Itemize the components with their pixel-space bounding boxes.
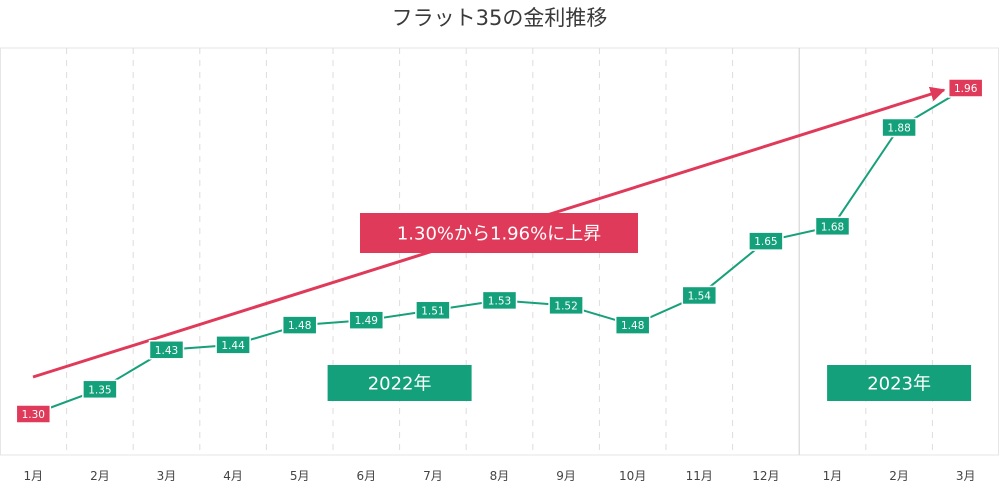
data-label: 1.48 <box>621 320 644 332</box>
x-tick-label: 8月 <box>490 469 510 483</box>
data-marker <box>281 315 318 335</box>
data-label: 1.35 <box>88 384 111 396</box>
data-marker <box>15 404 52 424</box>
x-tick-label: 6月 <box>356 469 376 483</box>
annotation-group: 1.30%から1.96%に上昇 <box>360 213 638 253</box>
data-marker <box>148 340 185 360</box>
annotation-box <box>360 213 638 253</box>
year-labels: 2022年 2023年 <box>327 365 972 401</box>
x-tick-label: 11月 <box>686 469 713 483</box>
data-point: 1.88 <box>881 117 917 138</box>
x-tick-label: 3月 <box>956 469 976 483</box>
x-tick-label: 7月 <box>423 469 443 483</box>
x-tick-label: 2月 <box>889 469 909 483</box>
data-label: 1.88 <box>887 123 910 135</box>
x-tick-label: 1月 <box>823 469 843 483</box>
data-point: 1.51 <box>415 300 451 321</box>
data-point: 1.68 <box>814 216 851 237</box>
data-point: 1.43 <box>148 340 185 360</box>
year-label: 2023年 <box>867 374 931 395</box>
data-marker <box>415 300 451 321</box>
data-label: 1.44 <box>221 340 245 352</box>
data-label: 1.68 <box>821 221 844 233</box>
x-tick-label: 3月 <box>157 469 177 483</box>
chart-title: フラット35の金利推移 <box>391 6 608 30</box>
data-point: 1.48 <box>614 315 651 335</box>
year-badge: 2023年 <box>827 365 972 401</box>
data-point: 1.54 <box>681 285 718 306</box>
data-labels: 1.30 1.35 1.43 1.44 1.48 1.49 1.51 1.53 1.52 1.48… <box>15 78 984 424</box>
data-label: 1.43 <box>155 345 178 357</box>
x-tick-label: 10月 <box>619 469 646 483</box>
data-marker <box>548 295 584 316</box>
data-marker <box>814 216 851 237</box>
data-label: 1.30 <box>22 409 45 421</box>
data-marker <box>681 285 718 306</box>
data-point: 1.96 <box>947 78 984 98</box>
data-label: 1.48 <box>288 320 311 332</box>
data-marker <box>348 310 385 330</box>
data-marker <box>82 379 118 400</box>
data-label: 1.51 <box>421 305 444 317</box>
data-point: 1.44 <box>215 335 251 355</box>
data-marker <box>481 290 518 311</box>
data-point: 1.53 <box>481 290 518 311</box>
data-label: 1.53 <box>488 295 511 307</box>
x-tick-label: 1月 <box>23 469 43 483</box>
data-point: 1.35 <box>82 379 118 400</box>
data-label: 1.52 <box>554 300 577 312</box>
data-marker <box>614 315 651 335</box>
x-tick-label: 12月 <box>752 469 779 483</box>
x-tick-label: 9月 <box>556 469 576 483</box>
data-point: 1.52 <box>548 295 584 316</box>
year-label: 2022年 <box>368 374 432 395</box>
data-label: 1.65 <box>754 236 777 248</box>
data-marker <box>215 335 251 355</box>
data-marker <box>748 231 784 251</box>
data-marker <box>947 78 984 98</box>
x-tick-label: 5月 <box>290 469 310 483</box>
x-axis-ticks: 1月 2月 3月 4月 5月 6月 7月 8月 9月 10月 11月 12月 1月 2月 3月 <box>23 469 975 483</box>
data-point: 1.30 <box>15 404 52 424</box>
annotation-text: 1.30%から1.96%に上昇 <box>397 224 601 245</box>
data-point: 1.49 <box>348 310 385 330</box>
data-label: 1.54 <box>688 290 712 302</box>
year-badge: 2022年 <box>327 365 472 401</box>
data-label: 1.49 <box>355 315 378 327</box>
x-tick-label: 2月 <box>90 469 110 483</box>
data-point: 1.48 <box>281 315 318 335</box>
data-label: 1.96 <box>954 83 978 95</box>
x-tick-label: 4月 <box>223 469 243 483</box>
data-point: 1.65 <box>748 231 784 251</box>
data-marker <box>881 117 917 138</box>
